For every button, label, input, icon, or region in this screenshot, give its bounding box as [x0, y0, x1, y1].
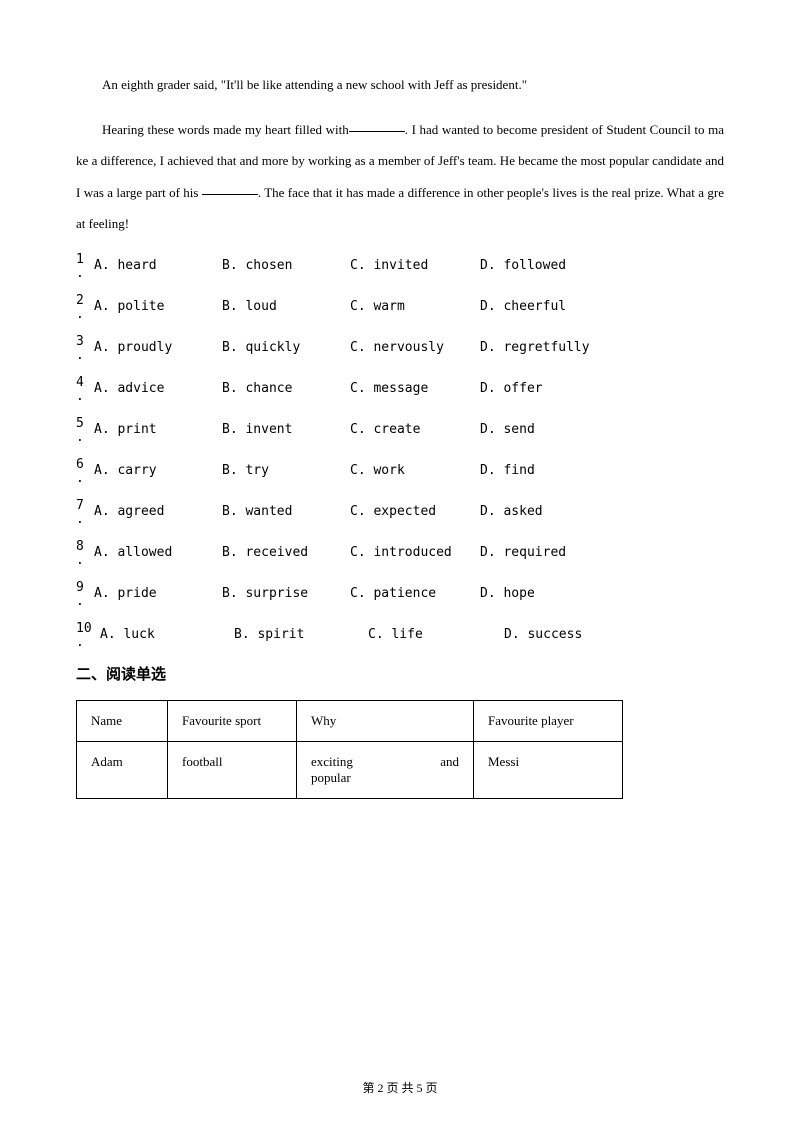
option-d: D. offer	[480, 381, 543, 396]
option-c: C. life	[362, 627, 498, 642]
option-b: B. surprise	[222, 586, 350, 601]
option-a: A. heard	[94, 258, 222, 273]
option-a: A. proudly	[94, 340, 222, 355]
cell-sport: football	[168, 741, 297, 798]
option-b: B. received	[222, 545, 350, 560]
question-number: 5.	[76, 417, 94, 443]
option-d: D. find	[480, 463, 535, 478]
option-d: D. success	[498, 627, 582, 642]
cell-name: Adam	[77, 741, 168, 798]
table-header-row: Name Favourite sport Why Favourite playe…	[77, 700, 623, 741]
option-c: C. warm	[350, 299, 480, 314]
reading-table: Name Favourite sport Why Favourite playe…	[76, 700, 623, 799]
paragraph-1: An eighth grader said, "It'll be like at…	[76, 69, 724, 100]
option-d: D. regretfully	[480, 340, 590, 355]
th-why: Why	[297, 700, 474, 741]
option-a: A. carry	[94, 463, 222, 478]
question-row: 5. A. print B. invent C. create D. send	[76, 417, 724, 443]
option-d: D. send	[480, 422, 535, 437]
th-name: Name	[77, 700, 168, 741]
option-b: B. chance	[222, 381, 350, 396]
option-b: B. spirit	[228, 627, 362, 642]
option-a: A. agreed	[94, 504, 222, 519]
option-d: D. required	[480, 545, 566, 560]
question-number: 10.	[76, 622, 94, 648]
option-a: A. polite	[94, 299, 222, 314]
option-c: C. patience	[350, 586, 480, 601]
option-b: B. try	[222, 463, 350, 478]
question-number: 2.	[76, 294, 94, 320]
question-row: 1. A. heard B. chosen C. invited D. foll…	[76, 253, 724, 279]
th-player: Favourite player	[474, 700, 623, 741]
why-line-2: popular	[311, 770, 459, 786]
question-row: 3. A. proudly B. quickly C. nervously D.…	[76, 335, 724, 361]
table-row: Adam football exciting and popular Messi	[77, 741, 623, 798]
option-c: C. expected	[350, 504, 480, 519]
question-row: 10. A. luck B. spirit C. life D. success	[76, 622, 724, 648]
option-b: B. loud	[222, 299, 350, 314]
page-footer: 第 2 页 共 5 页	[0, 1079, 800, 1096]
question-row: 8. A. allowed B. received C. introduced …	[76, 540, 724, 566]
option-a: A. advice	[94, 381, 222, 396]
section-heading: 二、阅读单选	[76, 663, 724, 684]
question-number: 7.	[76, 499, 94, 525]
question-row: 4. A. advice B. chance C. message D. off…	[76, 376, 724, 402]
option-c: C. work	[350, 463, 480, 478]
option-c: C. introduced	[350, 545, 480, 560]
why-word-1: exciting	[311, 754, 353, 770]
option-a: A. print	[94, 422, 222, 437]
paragraph-2: Hearing these words made my heart filled…	[76, 114, 724, 239]
why-word-2: and	[440, 754, 459, 770]
question-row: 9. A. pride B. surprise C. patience D. h…	[76, 581, 724, 607]
questions-block: 1. A. heard B. chosen C. invited D. foll…	[76, 253, 724, 648]
option-a: A. allowed	[94, 545, 222, 560]
question-number: 9.	[76, 581, 94, 607]
option-b: B. chosen	[222, 258, 350, 273]
question-number: 4.	[76, 376, 94, 402]
option-c: C. nervously	[350, 340, 480, 355]
option-c: C. message	[350, 381, 480, 396]
option-a: A. pride	[94, 586, 222, 601]
cell-player: Messi	[474, 741, 623, 798]
option-d: D. asked	[480, 504, 543, 519]
blank-2	[202, 181, 258, 195]
option-c: C. invited	[350, 258, 480, 273]
th-sport: Favourite sport	[168, 700, 297, 741]
question-number: 1.	[76, 253, 94, 279]
option-b: B. wanted	[222, 504, 350, 519]
question-number: 6.	[76, 458, 94, 484]
question-number: 8.	[76, 540, 94, 566]
option-d: D. cheerful	[480, 299, 566, 314]
question-row: 7. A. agreed B. wanted C. expected D. as…	[76, 499, 724, 525]
option-b: B. quickly	[222, 340, 350, 355]
option-d: D. hope	[480, 586, 535, 601]
question-row: 2. A. polite B. loud C. warm D. cheerful	[76, 294, 724, 320]
option-d: D. followed	[480, 258, 566, 273]
blank-1	[349, 118, 405, 132]
option-b: B. invent	[222, 422, 350, 437]
question-number: 3.	[76, 335, 94, 361]
option-a: A. luck	[94, 627, 228, 642]
cell-why: exciting and popular	[297, 741, 474, 798]
question-row: 6. A. carry B. try C. work D. find	[76, 458, 724, 484]
para2-part-a: Hearing these words made my heart filled…	[102, 122, 349, 137]
option-c: C. create	[350, 422, 480, 437]
